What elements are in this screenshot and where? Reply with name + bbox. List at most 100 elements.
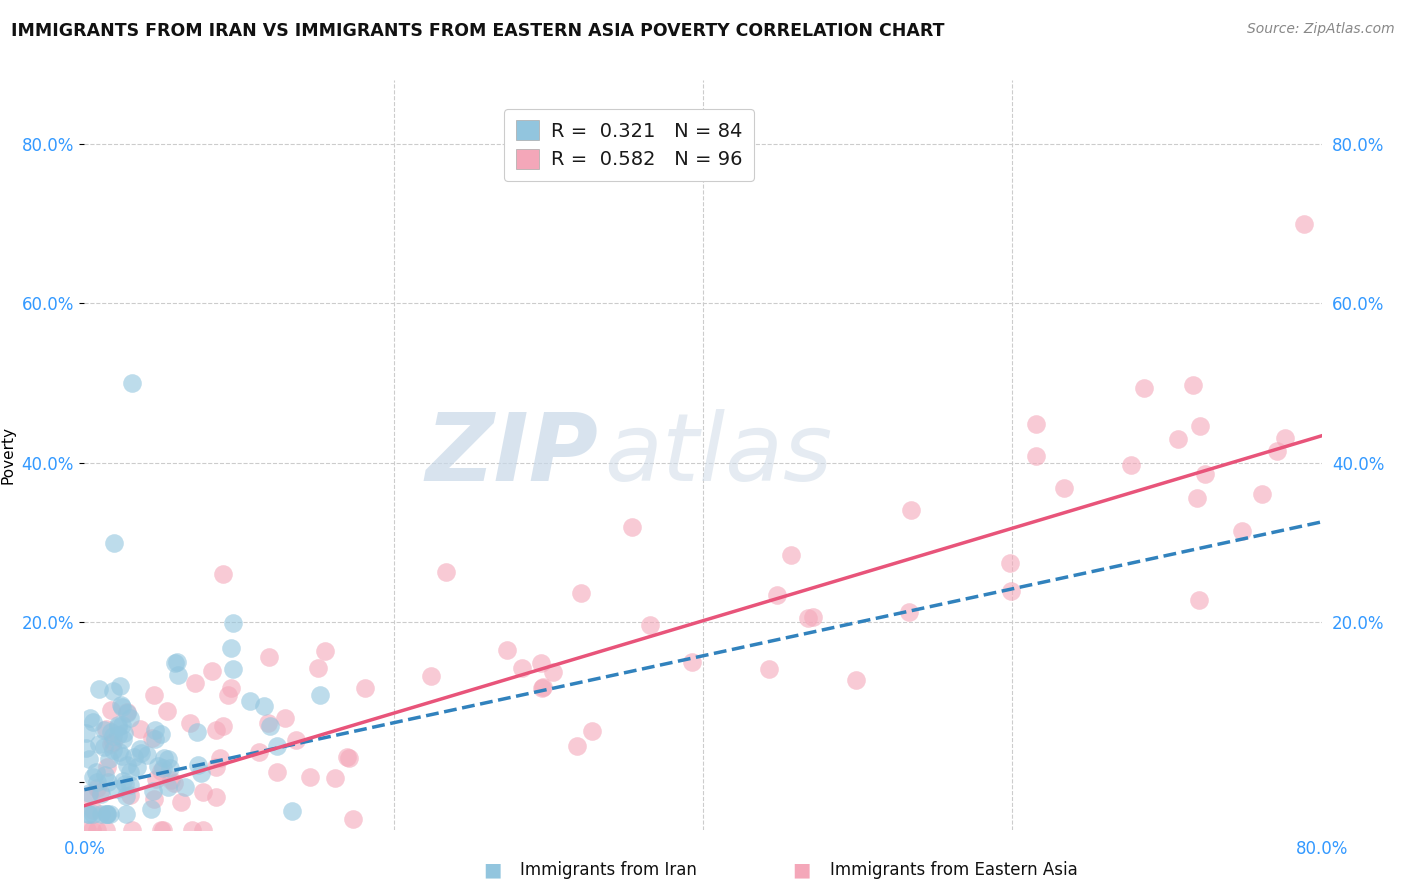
- Point: [125, 760, 148, 774]
- Point: [112, 726, 135, 740]
- Point: [222, 662, 245, 676]
- Text: ■: ■: [792, 860, 811, 880]
- Point: [187, 757, 209, 772]
- Text: ZIP: ZIP: [425, 409, 598, 501]
- Point: [307, 661, 329, 675]
- Point: [120, 778, 142, 792]
- Point: [156, 704, 179, 718]
- Point: [1194, 467, 1216, 481]
- Point: [118, 788, 141, 802]
- Point: [239, 694, 262, 708]
- Point: [79, 711, 101, 725]
- Point: [1053, 482, 1076, 496]
- Point: [110, 698, 132, 712]
- Point: [1230, 524, 1253, 539]
- Point: [166, 656, 188, 670]
- Point: [108, 679, 131, 693]
- Text: Source: ZipAtlas.com: Source: ZipAtlas.com: [1247, 22, 1395, 37]
- Point: [181, 822, 204, 837]
- Point: [284, 733, 307, 747]
- Point: [280, 804, 302, 818]
- Point: [80, 822, 103, 837]
- Point: [1167, 432, 1189, 446]
- Point: [152, 822, 174, 837]
- Point: [541, 665, 564, 679]
- Point: [84, 765, 107, 780]
- Point: [998, 556, 1021, 570]
- Point: [114, 777, 136, 791]
- Point: [77, 806, 100, 821]
- Point: [1133, 381, 1156, 395]
- Point: [100, 806, 122, 821]
- Point: [97, 752, 120, 766]
- Point: [107, 718, 129, 732]
- Point: [159, 761, 181, 775]
- Point: [93, 739, 115, 754]
- Point: [205, 759, 228, 773]
- Point: [76, 822, 98, 837]
- Point: [1294, 217, 1316, 231]
- Point: [259, 719, 281, 733]
- Point: [581, 724, 603, 739]
- Point: [145, 772, 167, 787]
- Point: [153, 750, 176, 764]
- Point: [266, 765, 288, 780]
- Point: [117, 758, 139, 772]
- Point: [103, 535, 125, 549]
- Point: [82, 715, 104, 730]
- Point: [93, 723, 115, 737]
- Point: [211, 719, 233, 733]
- Point: [336, 750, 359, 764]
- Point: [146, 759, 169, 773]
- Point: [111, 774, 134, 789]
- Point: [86, 774, 108, 789]
- Point: [179, 715, 201, 730]
- Point: [141, 731, 163, 745]
- Point: [900, 502, 922, 516]
- Point: [82, 806, 104, 821]
- Point: [354, 681, 377, 696]
- Point: [193, 785, 215, 799]
- Point: [219, 681, 242, 696]
- Point: [101, 735, 124, 749]
- Point: [101, 684, 124, 698]
- Point: [135, 747, 157, 762]
- Point: [496, 643, 519, 657]
- Point: [75, 726, 97, 740]
- Point: [323, 771, 346, 785]
- Point: [101, 729, 124, 743]
- Point: [96, 806, 118, 821]
- Point: [897, 605, 920, 619]
- Point: [222, 616, 245, 631]
- Point: [640, 617, 662, 632]
- Point: [142, 784, 165, 798]
- Point: [96, 806, 118, 821]
- Point: [256, 716, 278, 731]
- Point: [115, 806, 138, 821]
- Point: [765, 588, 787, 602]
- Point: [129, 746, 152, 760]
- Point: [212, 566, 235, 581]
- Point: [209, 751, 232, 765]
- Point: [169, 795, 191, 809]
- Point: [419, 669, 441, 683]
- Point: [247, 745, 270, 759]
- Point: [100, 737, 122, 751]
- Point: [201, 664, 224, 678]
- Point: [801, 610, 824, 624]
- Point: [845, 673, 868, 687]
- Point: [299, 770, 322, 784]
- Point: [257, 649, 280, 664]
- Point: [77, 752, 100, 766]
- Point: [273, 711, 295, 725]
- Point: [1025, 449, 1047, 463]
- Point: [90, 806, 112, 821]
- Point: [120, 764, 142, 779]
- Point: [97, 775, 120, 789]
- Point: [121, 822, 143, 837]
- Point: [167, 668, 190, 682]
- Point: [342, 812, 364, 826]
- Point: [110, 718, 132, 732]
- Point: [82, 803, 104, 817]
- Y-axis label: Poverty: Poverty: [1, 425, 15, 484]
